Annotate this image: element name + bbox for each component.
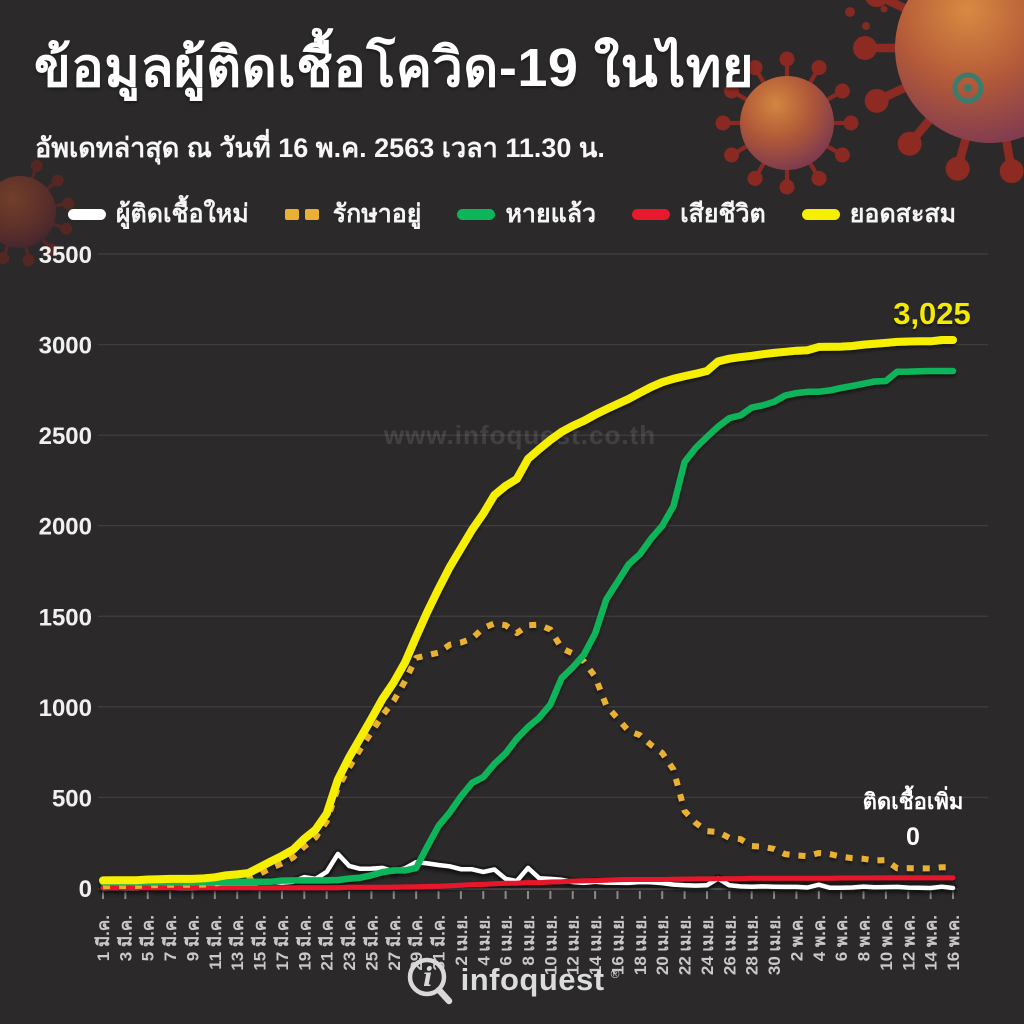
virus-icon — [715, 51, 859, 195]
svg-text:3 มี.ค.: 3 มี.ค. — [115, 915, 135, 961]
legend-label: ยอดสะสม — [849, 200, 957, 228]
legend-label: ผู้ติดเชื้อใหม่ — [115, 200, 249, 228]
legend-label: รักษาอยู่ — [332, 200, 422, 228]
svg-text:4 พ.ค.: 4 พ.ค. — [810, 915, 829, 961]
svg-text:i: i — [423, 963, 433, 993]
svg-text:30 เม.ย.: 30 เม.ย. — [765, 915, 784, 975]
svg-text:1000: 1000 — [39, 695, 92, 722]
y-axis-labels: 0 500 1000 1500 2000 2500 3000 3500 — [39, 242, 92, 903]
new-cases-annotation-label: ติดเชื้อเพิ่ม — [862, 789, 964, 814]
svg-text:12 เม.ย.: 12 เม.ย. — [564, 915, 583, 975]
svg-text:19 มี.ค.: 19 มี.ค. — [294, 915, 314, 971]
chart-legend: ผู้ติดเชื้อใหม่ รักษาอยู่ หายแล้ว เสียชี… — [0, 194, 1024, 234]
svg-text:3500: 3500 — [39, 242, 92, 269]
logo-text: infoquest — [460, 962, 605, 997]
svg-text:6 เม.ย.: 6 เม.ย. — [497, 915, 516, 966]
watermark: www.infoquest.co.th — [383, 420, 657, 450]
new-cases-line-icon — [67, 208, 106, 220]
legend-item-deaths: เสียชีวิต — [632, 194, 766, 234]
svg-text:17 มี.ค.: 17 มี.ค. — [272, 915, 292, 971]
svg-text:5 มี.ค.: 5 มี.ค. — [138, 915, 158, 961]
svg-text:15 มี.ค.: 15 มี.ค. — [250, 915, 270, 971]
legend-item-recovered: หายแล้ว — [457, 194, 596, 234]
series-lines — [98, 336, 958, 893]
series-line-cumulative — [99, 336, 957, 885]
svg-text:9 มี.ค.: 9 มี.ค. — [182, 915, 202, 961]
svg-text:0: 0 — [79, 876, 92, 903]
virus-dot-icon — [880, 5, 888, 13]
svg-text:31 มี.ค.: 31 มี.ค. — [429, 915, 449, 971]
virus-icon — [853, 0, 1024, 184]
virus-icon — [0, 159, 75, 267]
virus-dot-icon — [845, 7, 855, 17]
new-cases-annotation: ติดเชื้อเพิ่ม 0 — [850, 784, 976, 852]
svg-text:28 เม.ย.: 28 เม.ย. — [743, 915, 762, 975]
svg-text:16 พ.ค.: 16 พ.ค. — [944, 915, 963, 971]
svg-text:6 พ.ค.: 6 พ.ค. — [832, 915, 851, 961]
svg-text:18 เม.ย.: 18 เม.ย. — [631, 915, 650, 975]
svg-text:11 มี.ค.: 11 มี.ค. — [205, 915, 225, 970]
active-cases-dashed-line-icon — [284, 208, 323, 220]
svg-text:14 พ.ค.: 14 พ.ค. — [922, 915, 941, 971]
svg-text:26 เม.ย.: 26 เม.ย. — [720, 915, 739, 975]
svg-text:3000: 3000 — [39, 333, 92, 360]
svg-text:10 เม.ย.: 10 เม.ย. — [541, 915, 560, 975]
legend-item-cumulative: ยอดสะสม — [801, 194, 957, 234]
svg-text:23 มี.ค.: 23 มี.ค. — [339, 915, 359, 971]
update-timestamp: อัพเดทล่าสุด ณ วันที่ 16 พ.ค. 2563 เวลา … — [35, 133, 605, 163]
series-line-deaths — [100, 875, 956, 891]
x-axis-labels: 1 มี.ค. 3 มี.ค. 5 มี.ค. 7 มี.ค. 9 มี.ค. 11 มี… — [93, 915, 963, 975]
svg-text:10 พ.ค.: 10 พ.ค. — [877, 915, 896, 971]
svg-text:2 เม.ย.: 2 เม.ย. — [452, 915, 471, 966]
recovered-line-icon — [457, 208, 496, 220]
svg-text:29 มี.ค.: 29 มี.ค. — [406, 915, 426, 971]
svg-text:500: 500 — [52, 785, 92, 812]
svg-text:1500: 1500 — [39, 604, 92, 631]
legend-label: หายแล้ว — [505, 200, 597, 228]
legend-item-active-cases: รักษาอยู่ — [284, 194, 422, 234]
deaths-line-icon — [632, 208, 671, 220]
virus-dot-icon — [862, 22, 870, 30]
new-cases-annotation-value: 0 — [906, 823, 920, 851]
svg-text:25 มี.ค.: 25 มี.ค. — [361, 915, 381, 971]
svg-text:1 มี.ค.: 1 มี.ค. — [93, 915, 113, 961]
legend-label: เสียชีวิต — [680, 200, 766, 228]
svg-text:21 มี.ค.: 21 มี.ค. — [317, 915, 337, 971]
page-title: ข้อมูลผู้ติดเชื้อโควิด-19 ในไทย — [34, 38, 755, 98]
infoquest-logo: i infoquest ® — [0, 952, 1024, 1008]
svg-text:13 มี.ค.: 13 มี.ค. — [227, 915, 247, 971]
svg-text:2 พ.ค.: 2 พ.ค. — [787, 915, 806, 961]
series-line-active-cases — [102, 620, 953, 890]
svg-text:8 พ.ค.: 8 พ.ค. — [855, 915, 874, 961]
legend-item-new-cases: ผู้ติดเชื้อใหม่ — [67, 194, 249, 234]
svg-text:2500: 2500 — [39, 423, 92, 450]
svg-text:24 เม.ย.: 24 เม.ย. — [698, 915, 717, 975]
svg-text:4 เม.ย.: 4 เม.ย. — [474, 915, 493, 966]
cumulative-line-icon — [801, 208, 840, 220]
svg-text:16 เม.ย.: 16 เม.ย. — [608, 915, 627, 975]
svg-text:14 เม.ย.: 14 เม.ย. — [586, 915, 605, 975]
svg-text:8 เม.ย.: 8 เม.ย. — [519, 915, 538, 966]
series-line-recovered — [99, 367, 957, 886]
cumulative-total-value: 3,025 — [893, 296, 971, 331]
svg-text:27 มี.ค.: 27 มี.ค. — [384, 915, 404, 971]
magnifier-i-icon: i — [407, 957, 452, 1005]
svg-text:7 มี.ค.: 7 มี.ค. — [160, 915, 180, 961]
svg-text:22 เม.ย.: 22 เม.ย. — [676, 915, 695, 975]
x-axis-ticks — [102, 891, 954, 899]
svg-text:12 พ.ค.: 12 พ.ค. — [899, 915, 918, 971]
svg-text:2000: 2000 — [39, 514, 92, 541]
svg-text:20 เม.ย.: 20 เม.ย. — [653, 915, 672, 975]
registered-mark: ® — [610, 967, 620, 981]
